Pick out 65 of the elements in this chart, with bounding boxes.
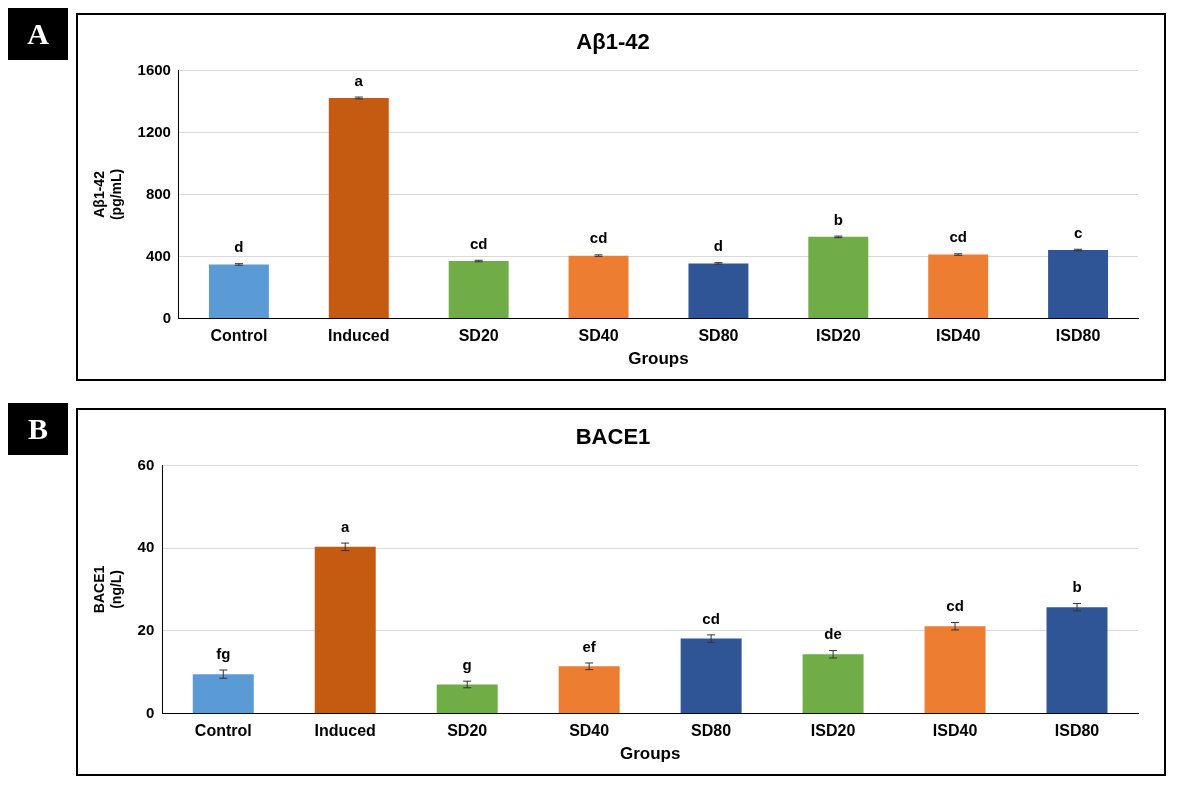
x-tick-label: ISD80 (1054, 722, 1100, 740)
annotation: cd (469, 234, 488, 252)
x-tick-label: SD20 (447, 722, 488, 740)
bar (436, 684, 498, 713)
annotation: fg (216, 644, 231, 662)
text: A (8, 8, 68, 60)
annotation: de (824, 625, 842, 643)
annotation: d (713, 237, 724, 255)
y-tick-label: 40 (137, 538, 155, 556)
x-tick-label: Induced (314, 722, 376, 740)
y-tick-label: 0 (162, 308, 171, 326)
x-tick-label: ISD80 (1055, 327, 1101, 345)
chart-title: Aβ1-42 (576, 29, 650, 55)
bar (568, 255, 629, 318)
x-tick-label: Control (194, 722, 252, 740)
y-tick-label: 1600 (137, 60, 171, 78)
y-tick-label: 0 (145, 703, 155, 721)
y-axis-title: BACE1 (ng/L) (91, 565, 125, 614)
bar (192, 674, 254, 713)
annotation: b (833, 210, 843, 228)
y-axis-title: Aβ1-42 (pg/mL) (91, 168, 125, 221)
x-tick-label: SD40 (569, 722, 610, 740)
bar (802, 654, 864, 713)
bar (924, 626, 986, 713)
bar (1048, 250, 1109, 318)
bar (1046, 607, 1108, 713)
bar (448, 261, 509, 318)
annotation: c (1073, 223, 1083, 241)
x-axis-title: Groups (628, 349, 689, 369)
chart-title: BACE1 (575, 424, 651, 450)
bar (558, 666, 620, 713)
x-tick-label: ISD40 (935, 327, 981, 345)
bar (928, 254, 989, 318)
x-tick-label: ISD20 (810, 722, 856, 740)
y-tick-label: 60 (137, 455, 155, 473)
bar (808, 236, 869, 318)
annotation: g (462, 655, 472, 673)
bar (314, 546, 376, 713)
y-tick-label: 400 (145, 246, 171, 264)
annotation: b (1072, 578, 1082, 596)
x-axis-title: Groups (619, 744, 681, 764)
x-tick-label: Induced (328, 327, 390, 345)
x-tick-label: SD80 (691, 722, 732, 740)
bar (328, 97, 389, 318)
annotation: a (354, 71, 364, 89)
bar (680, 638, 742, 713)
annotation: a (341, 517, 351, 535)
annotation: cd (589, 229, 608, 247)
annotation: d (234, 238, 244, 256)
annotation: cd (946, 597, 964, 615)
bar (208, 264, 269, 318)
y-tick-label: 800 (145, 184, 171, 202)
annotation: cd (702, 609, 720, 627)
y-tick-label: 20 (137, 620, 155, 638)
bar (688, 263, 749, 318)
y-tick-label: 1200 (137, 122, 171, 140)
x-tick-label: SD80 (698, 327, 739, 345)
x-tick-label: SD20 (458, 327, 499, 345)
x-tick-label: Control (210, 327, 268, 345)
x-tick-label: SD40 (578, 327, 619, 345)
x-tick-label: ISD40 (932, 722, 978, 740)
annotation: cd (949, 228, 967, 246)
annotation: ef (582, 637, 597, 655)
x-tick-label: ISD20 (816, 327, 861, 345)
text: B (8, 403, 68, 455)
